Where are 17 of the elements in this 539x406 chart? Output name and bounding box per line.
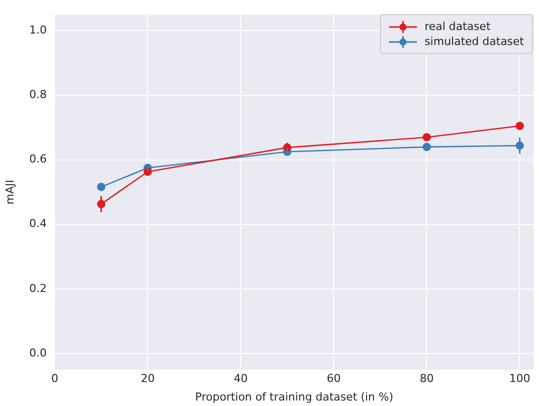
y-tick-label: 0.6 — [29, 152, 47, 166]
point — [516, 122, 524, 130]
x-axis-title: Proportion of training dataset (in %) — [195, 390, 394, 404]
y-tick-label: 0.4 — [29, 217, 47, 230]
x-tick-label: 20 — [140, 372, 155, 386]
legend-label: real dataset — [424, 20, 491, 33]
x-tick-label: 80 — [420, 372, 434, 386]
legend-label: simulated dataset — [424, 35, 524, 48]
x-tick-label: 60 — [326, 372, 341, 386]
x-tick-label: 0 — [51, 372, 58, 386]
x-tick-label: 40 — [234, 372, 248, 386]
y-tick-label: 0.2 — [29, 282, 47, 295]
y-tick-label: 0.8 — [29, 88, 47, 102]
y-axis-title: mAJI — [3, 180, 16, 204]
y-tick-label: 1.0 — [29, 24, 47, 37]
y-tick-label: 0.0 — [29, 346, 47, 360]
x-tick-label: 100 — [509, 372, 530, 386]
